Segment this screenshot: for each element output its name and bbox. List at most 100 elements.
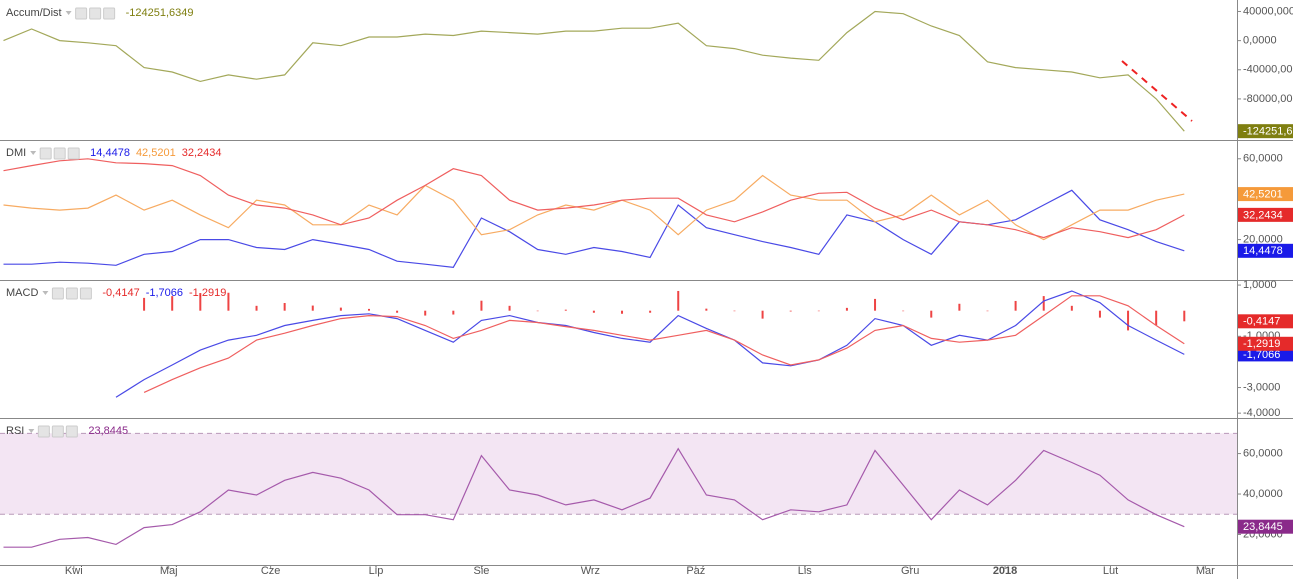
histogram-bar bbox=[705, 308, 708, 311]
price-tag bbox=[1238, 336, 1293, 351]
pane-button bbox=[51, 425, 64, 438]
histogram-bar bbox=[227, 292, 230, 311]
y-tick-label: 40,0000 bbox=[1243, 488, 1283, 500]
x-tick-label: Wrz bbox=[581, 565, 600, 577]
histogram-bar bbox=[902, 310, 905, 312]
price-tag-label: -1,7066 bbox=[1243, 349, 1280, 361]
histogram-bar bbox=[958, 303, 961, 311]
series-line bbox=[3, 447, 1185, 548]
x-tick-label: Mar bbox=[1196, 565, 1215, 577]
menu-arrow bbox=[28, 429, 35, 433]
pane-button bbox=[75, 7, 88, 20]
histogram-bar bbox=[930, 310, 933, 318]
histogram-bar bbox=[339, 307, 342, 311]
price-tag bbox=[1238, 519, 1293, 534]
y-tick-label: 40000,0000 bbox=[1243, 5, 1293, 17]
menu-arrow bbox=[42, 291, 49, 295]
pane-button bbox=[79, 287, 92, 300]
histogram-bar bbox=[874, 298, 877, 311]
series-line bbox=[143, 295, 1185, 393]
pane-button bbox=[89, 7, 102, 20]
histogram-bar bbox=[817, 310, 820, 312]
histogram-bar bbox=[143, 297, 146, 311]
pane-title: RSI bbox=[6, 425, 24, 437]
histogram-bar bbox=[677, 290, 680, 311]
histogram-bar bbox=[283, 303, 286, 311]
x-tick-label: Sie bbox=[473, 565, 489, 577]
legend-value: 23,8445 bbox=[88, 425, 128, 437]
pane-button bbox=[37, 425, 50, 438]
histogram-bar bbox=[1070, 305, 1073, 311]
y-tick-label: -80000,0000 bbox=[1243, 93, 1293, 105]
x-tick-label: Paź bbox=[686, 565, 705, 577]
price-tag bbox=[1238, 347, 1293, 362]
y-tick-label: 60,0000 bbox=[1243, 153, 1283, 165]
histogram-bar bbox=[1014, 300, 1017, 311]
trend-annotation bbox=[1121, 60, 1193, 122]
y-tick-label: -4,0000 bbox=[1243, 407, 1280, 419]
series-line bbox=[3, 10, 1185, 132]
price-tag-label: -124251,63 bbox=[1243, 126, 1293, 138]
histogram-bar bbox=[1183, 310, 1186, 322]
histogram-bar bbox=[480, 300, 483, 311]
menu-arrow bbox=[65, 11, 72, 15]
x-tick-label: Lip bbox=[369, 565, 384, 577]
legend-value: 42,5201 bbox=[136, 147, 176, 159]
histogram-bar bbox=[592, 310, 595, 313]
price-tag-label: -1,2919 bbox=[1243, 338, 1280, 350]
histogram-bar bbox=[1155, 310, 1158, 326]
rsi-band bbox=[0, 433, 1237, 515]
price-tag-label: 23,8445 bbox=[1243, 521, 1283, 533]
x-tick-label: Lut bbox=[1103, 565, 1118, 577]
histogram-bar bbox=[171, 296, 174, 311]
histogram-bar bbox=[424, 310, 427, 316]
histogram-bar bbox=[255, 305, 258, 311]
price-tag bbox=[1238, 243, 1293, 258]
histogram-bar bbox=[621, 310, 624, 314]
y-tick-label: -3,0000 bbox=[1243, 381, 1280, 393]
histogram-bar bbox=[396, 310, 399, 313]
histogram-bar bbox=[845, 307, 848, 311]
x-tick-label: Lis bbox=[798, 565, 813, 577]
pane-button bbox=[39, 147, 52, 160]
histogram-bar bbox=[199, 293, 202, 311]
pane-title: DMI bbox=[6, 147, 26, 159]
price-tag bbox=[1238, 187, 1293, 202]
price-tag-label: 42,5201 bbox=[1243, 188, 1283, 200]
pane-button bbox=[103, 7, 116, 20]
series-line bbox=[3, 174, 1185, 241]
histogram-bar bbox=[761, 310, 764, 319]
pane-button bbox=[53, 147, 66, 160]
histogram-bar bbox=[733, 310, 736, 312]
histogram-bar bbox=[1098, 310, 1101, 318]
legend-value: -0,4147 bbox=[102, 287, 139, 299]
y-tick-label: -40000,0000 bbox=[1243, 64, 1293, 76]
pane-title: Accum/Dist bbox=[6, 7, 62, 19]
price-tag bbox=[1238, 207, 1293, 222]
pane-button bbox=[51, 287, 64, 300]
legend-value: 32,2434 bbox=[182, 147, 222, 159]
histogram-bar bbox=[536, 310, 539, 312]
legend-value: -1,7066 bbox=[146, 287, 183, 299]
legend-value: 14,4478 bbox=[90, 147, 130, 159]
histogram-bar bbox=[311, 305, 314, 311]
series-line bbox=[3, 158, 1185, 239]
x-tick-label: 2018 bbox=[993, 565, 1017, 577]
series-line bbox=[115, 290, 1185, 398]
y-tick-label: 1,0000 bbox=[1243, 279, 1277, 291]
pane-button bbox=[67, 147, 80, 160]
price-tag-label: 14,4478 bbox=[1243, 245, 1283, 257]
price-tag-label: 32,2434 bbox=[1243, 209, 1283, 221]
x-tick-label: Kwi bbox=[65, 565, 83, 577]
histogram-bar bbox=[1127, 310, 1130, 331]
y-tick-label: 20,0000 bbox=[1243, 234, 1283, 246]
y-tick-label: 0,0000 bbox=[1243, 35, 1277, 47]
histogram-bar bbox=[986, 310, 989, 312]
histogram-bar bbox=[452, 310, 455, 315]
histogram-bar bbox=[367, 308, 370, 311]
x-tick-label: Gru bbox=[901, 565, 919, 577]
pane-button bbox=[65, 287, 78, 300]
histogram-bar bbox=[649, 310, 652, 313]
